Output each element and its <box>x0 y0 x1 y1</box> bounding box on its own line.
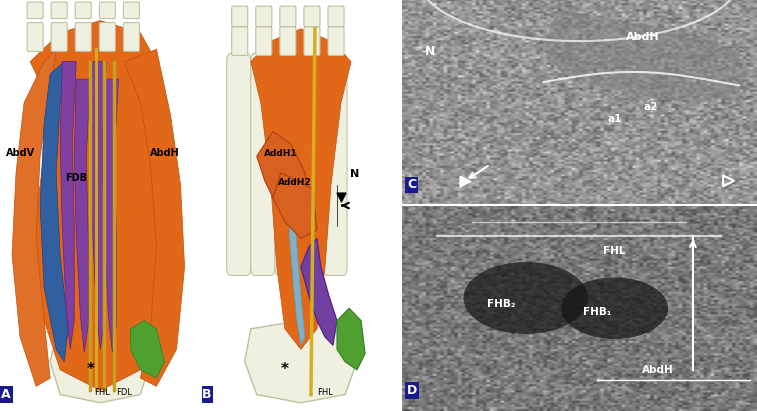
FancyBboxPatch shape <box>51 2 67 18</box>
Text: N: N <box>350 169 360 179</box>
FancyBboxPatch shape <box>232 27 248 55</box>
Text: FDB: FDB <box>65 173 87 183</box>
Text: N: N <box>425 45 435 58</box>
FancyBboxPatch shape <box>51 23 67 51</box>
Polygon shape <box>130 321 164 378</box>
Polygon shape <box>251 29 351 349</box>
Polygon shape <box>544 10 750 103</box>
Polygon shape <box>30 21 164 390</box>
Polygon shape <box>102 79 118 353</box>
Polygon shape <box>74 79 90 353</box>
Text: AbdV: AbdV <box>5 148 35 158</box>
FancyBboxPatch shape <box>280 27 296 55</box>
Text: B: B <box>202 388 211 401</box>
FancyBboxPatch shape <box>328 27 344 55</box>
Text: D: D <box>407 384 417 397</box>
Polygon shape <box>124 49 185 386</box>
FancyBboxPatch shape <box>123 2 139 18</box>
Text: AbdH: AbdH <box>150 148 179 158</box>
FancyBboxPatch shape <box>256 27 272 55</box>
Point <box>335 194 347 201</box>
Text: C: C <box>407 178 416 192</box>
Ellipse shape <box>561 277 668 339</box>
Text: a2: a2 <box>643 102 657 112</box>
Polygon shape <box>337 308 365 370</box>
Text: FDL: FDL <box>117 388 132 397</box>
Text: AbdH: AbdH <box>641 365 673 375</box>
Text: A: A <box>2 388 11 401</box>
FancyBboxPatch shape <box>99 2 115 18</box>
Text: FHB₂: FHB₂ <box>487 299 515 309</box>
Polygon shape <box>301 238 337 345</box>
Polygon shape <box>90 62 106 349</box>
FancyBboxPatch shape <box>226 53 251 275</box>
Text: FHB₁: FHB₁ <box>583 307 611 317</box>
Point <box>722 178 734 184</box>
Ellipse shape <box>463 262 588 334</box>
FancyBboxPatch shape <box>232 6 248 27</box>
Text: a1: a1 <box>608 114 621 124</box>
FancyBboxPatch shape <box>27 2 43 18</box>
Polygon shape <box>257 132 311 222</box>
Text: FHL: FHL <box>317 388 333 397</box>
Text: AddH1: AddH1 <box>264 149 298 158</box>
FancyBboxPatch shape <box>328 6 344 27</box>
Text: FHL: FHL <box>95 388 111 397</box>
FancyBboxPatch shape <box>304 6 320 27</box>
FancyBboxPatch shape <box>75 23 92 51</box>
FancyBboxPatch shape <box>27 23 43 51</box>
Polygon shape <box>61 62 76 349</box>
Polygon shape <box>50 329 151 403</box>
Polygon shape <box>273 173 317 238</box>
FancyBboxPatch shape <box>323 53 347 275</box>
FancyBboxPatch shape <box>299 53 323 275</box>
Polygon shape <box>285 164 305 345</box>
FancyBboxPatch shape <box>99 23 115 51</box>
Text: FHL: FHL <box>603 246 626 256</box>
Text: AddH2: AddH2 <box>278 178 312 187</box>
Polygon shape <box>40 62 68 362</box>
FancyBboxPatch shape <box>251 53 275 275</box>
FancyBboxPatch shape <box>75 2 92 18</box>
FancyBboxPatch shape <box>256 6 272 27</box>
Text: *: * <box>281 362 289 377</box>
FancyBboxPatch shape <box>280 6 296 27</box>
Text: *: * <box>86 362 95 377</box>
Text: AbdH: AbdH <box>626 32 660 42</box>
FancyBboxPatch shape <box>123 23 139 51</box>
Polygon shape <box>12 49 56 386</box>
FancyBboxPatch shape <box>304 27 320 55</box>
FancyBboxPatch shape <box>275 53 299 275</box>
Point <box>459 178 472 184</box>
Polygon shape <box>245 321 357 403</box>
